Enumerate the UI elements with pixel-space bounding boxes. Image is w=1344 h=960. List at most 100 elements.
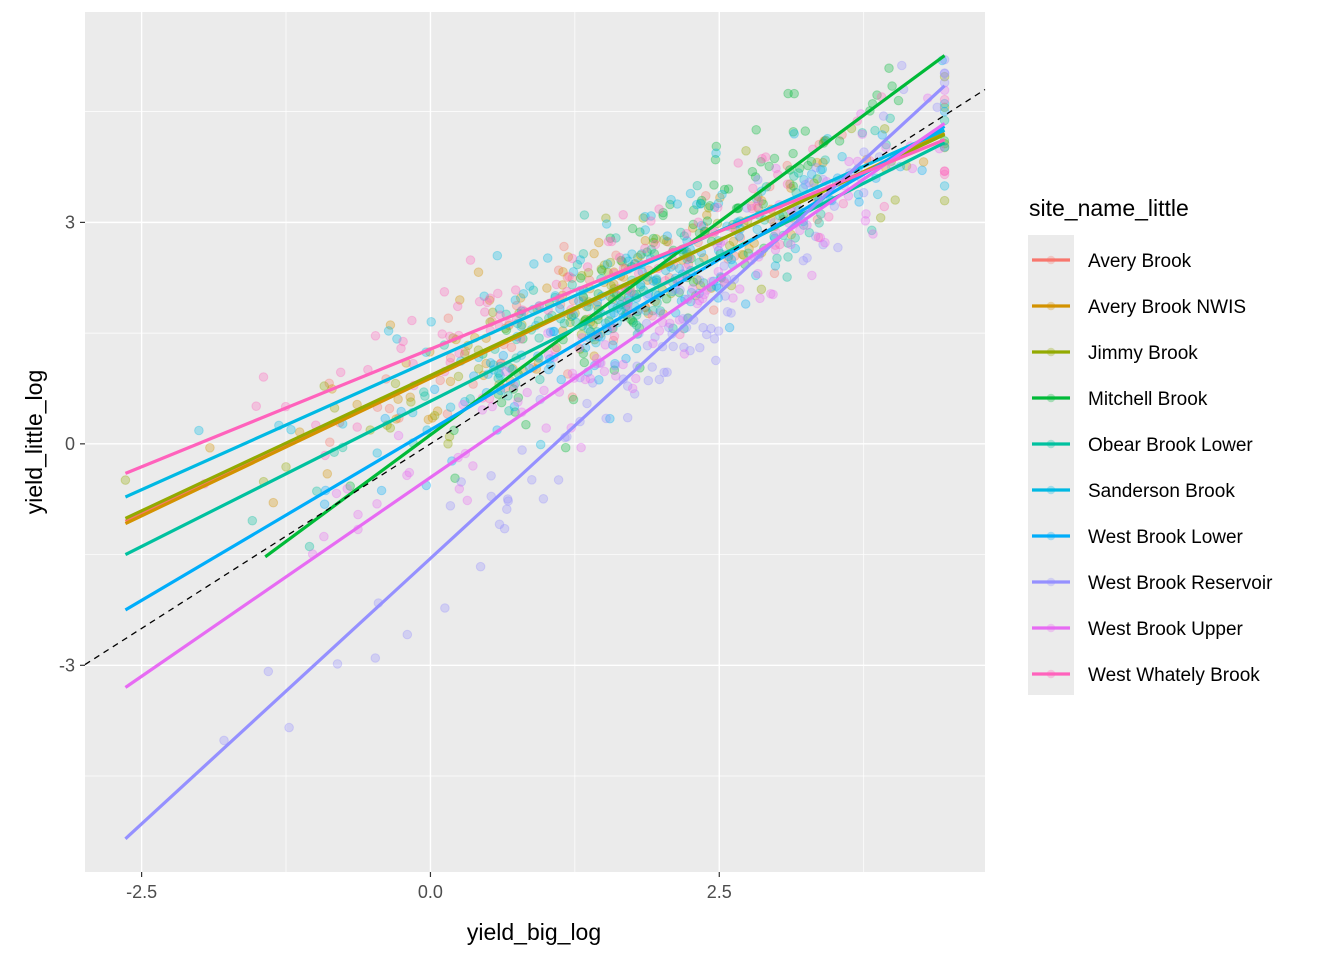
scatter-point bbox=[577, 270, 587, 281]
scatter-point bbox=[640, 235, 651, 246]
scatter-point bbox=[281, 462, 291, 472]
scatter-point bbox=[627, 316, 638, 326]
scatter-point bbox=[818, 157, 828, 168]
scatter-point bbox=[258, 372, 269, 382]
scatter-point bbox=[939, 181, 950, 191]
scatter-point bbox=[858, 187, 869, 198]
scatter-point bbox=[661, 236, 672, 247]
scatter-point bbox=[319, 381, 330, 391]
scatter-point bbox=[594, 375, 604, 385]
scatter-point bbox=[437, 329, 448, 339]
scatter-point bbox=[679, 342, 689, 353]
scatter-point bbox=[722, 307, 733, 317]
scatter-point bbox=[662, 231, 673, 241]
scatter-point bbox=[390, 378, 401, 389]
scatter-point bbox=[627, 223, 638, 234]
x-tick-label: 2.5 bbox=[707, 882, 732, 902]
scatter-point bbox=[567, 280, 578, 290]
scatter-point bbox=[696, 220, 707, 231]
legend-item: Sanderson Brook bbox=[1032, 481, 1235, 502]
scatter-point bbox=[345, 481, 356, 491]
scatter-point bbox=[513, 392, 524, 403]
scatter-point bbox=[548, 326, 559, 337]
fit-line bbox=[124, 84, 946, 840]
scatter-point bbox=[553, 475, 564, 485]
y-tick-label: 3 bbox=[65, 212, 75, 232]
scatter-point bbox=[793, 168, 804, 178]
scatter-point bbox=[517, 445, 527, 455]
scatter-point bbox=[585, 373, 596, 384]
scatter-point bbox=[251, 401, 262, 412]
legend-item: Jimmy Brook bbox=[1032, 343, 1198, 364]
scatter-point bbox=[502, 494, 513, 504]
scatter-point bbox=[618, 359, 628, 370]
scatter-point bbox=[711, 355, 721, 366]
scatter-point bbox=[844, 156, 854, 167]
scatter-point bbox=[194, 425, 204, 436]
scatter-point bbox=[713, 266, 724, 277]
scatter-point bbox=[535, 374, 545, 385]
scatter-point bbox=[353, 509, 363, 520]
scatter-point bbox=[429, 410, 440, 421]
scatter-point bbox=[761, 152, 771, 162]
scatter-point bbox=[372, 499, 382, 509]
scatter-point bbox=[325, 437, 335, 448]
identity-reference-line bbox=[84, 88, 986, 666]
scatter-point bbox=[857, 128, 868, 138]
scatter-point bbox=[610, 358, 620, 369]
scatter-point bbox=[542, 283, 552, 293]
scatter-point bbox=[717, 189, 727, 200]
scatter-point bbox=[726, 308, 736, 318]
legend-item: Avery Brook bbox=[1032, 251, 1192, 272]
scatter-point bbox=[456, 477, 467, 487]
scatter-point bbox=[565, 317, 575, 328]
scatter-point bbox=[445, 376, 456, 387]
scatter-point bbox=[897, 60, 907, 71]
scatter-point bbox=[701, 191, 711, 201]
fit-line bbox=[124, 122, 946, 689]
scatter-point bbox=[596, 332, 606, 342]
scatter-point bbox=[383, 326, 394, 336]
scatter-point bbox=[392, 334, 402, 344]
scatter-point bbox=[702, 216, 713, 226]
scatter-point bbox=[753, 268, 763, 279]
scatter-point bbox=[728, 236, 739, 247]
scatter-point bbox=[427, 413, 438, 423]
scatter-point bbox=[817, 164, 828, 175]
scatter-point bbox=[527, 475, 537, 485]
scatter-point bbox=[795, 225, 805, 236]
scatter-point bbox=[907, 163, 918, 174]
scatter-point bbox=[376, 485, 387, 496]
scatter-point bbox=[370, 331, 381, 341]
scatter-point bbox=[932, 102, 943, 113]
scatter-point bbox=[539, 385, 549, 396]
scatter-point bbox=[622, 412, 633, 423]
scatter-point bbox=[635, 250, 646, 260]
scatter-point bbox=[893, 95, 904, 106]
scatter-point bbox=[674, 315, 685, 325]
scatter-point bbox=[917, 165, 927, 176]
scatter-point bbox=[692, 180, 703, 191]
scatter-point bbox=[696, 195, 707, 206]
scatter-point bbox=[859, 147, 869, 157]
scatter-point bbox=[857, 129, 868, 139]
scatter-point bbox=[481, 358, 491, 369]
scatter-point bbox=[563, 369, 573, 379]
scatter-point bbox=[693, 217, 704, 227]
scatter-point bbox=[576, 329, 587, 340]
scatter-point bbox=[319, 499, 330, 510]
scatter-point bbox=[814, 218, 825, 228]
scatter-point bbox=[646, 216, 656, 226]
scatter-point bbox=[853, 189, 864, 200]
scatter-point bbox=[439, 287, 450, 297]
scatter-point bbox=[494, 304, 505, 314]
scatter-point bbox=[551, 279, 562, 290]
scatter-point bbox=[518, 289, 529, 299]
scatter-point bbox=[813, 232, 824, 243]
scatter-point bbox=[829, 201, 840, 211]
scatter-point bbox=[789, 129, 800, 139]
scatter-point bbox=[659, 234, 669, 245]
scatter-point bbox=[770, 261, 781, 271]
scatter-point bbox=[616, 255, 626, 266]
